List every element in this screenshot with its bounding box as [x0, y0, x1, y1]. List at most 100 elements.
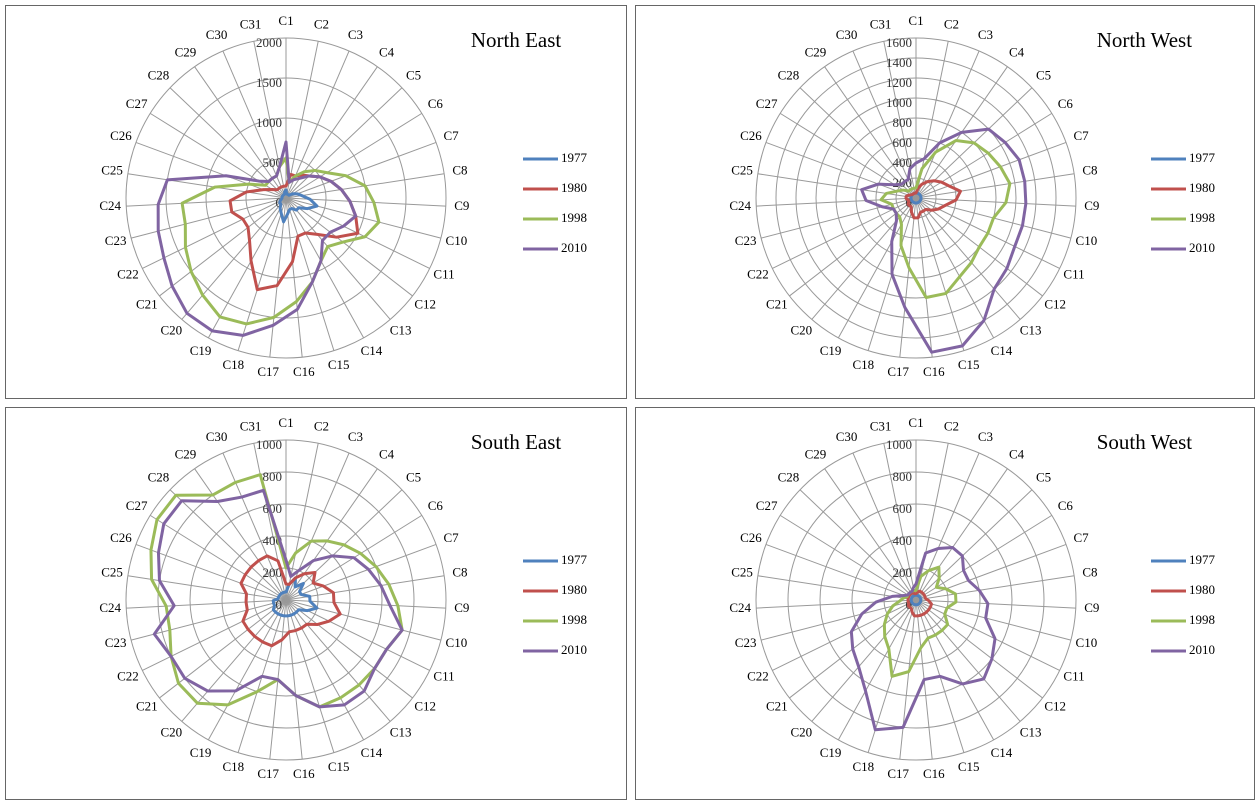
- spoke: [765, 141, 917, 199]
- spoke: [915, 599, 995, 741]
- spoke: [285, 599, 391, 722]
- category-label: C29: [805, 447, 827, 462]
- category-label: C24: [729, 198, 751, 213]
- spoke: [899, 197, 917, 358]
- spoke: [760, 599, 917, 641]
- category-label: C15: [328, 357, 350, 372]
- category-label: C21: [766, 297, 788, 312]
- category-label: C25: [101, 564, 123, 579]
- spoke: [135, 543, 287, 601]
- spoke: [285, 197, 446, 207]
- legend-label: 2010: [1189, 240, 1215, 255]
- spoke: [207, 599, 287, 741]
- category-label: C31: [240, 419, 262, 434]
- chart-title: North West: [1097, 28, 1192, 52]
- category-label: C10: [446, 635, 468, 650]
- category-label: C25: [731, 564, 753, 579]
- category-label: C6: [428, 96, 444, 111]
- category-label: C24: [99, 600, 121, 615]
- category-label: C3: [348, 429, 363, 444]
- spoke: [269, 197, 287, 358]
- spoke: [285, 599, 335, 753]
- category-label: C13: [390, 725, 412, 740]
- y-tick-label: 1500: [256, 75, 282, 90]
- category-label: C23: [735, 635, 757, 650]
- category-label: C21: [136, 297, 158, 312]
- y-tick-label: 800: [893, 469, 913, 484]
- category-label: C1: [278, 415, 293, 430]
- spoke: [915, 489, 1033, 601]
- y-tick-label: 200: [263, 565, 283, 580]
- spoke: [285, 87, 403, 199]
- category-label: C20: [791, 725, 813, 740]
- legend-label: 1980: [561, 582, 587, 597]
- category-label: C15: [958, 759, 980, 774]
- category-label: C1: [908, 13, 923, 28]
- category-label: C2: [314, 17, 329, 32]
- y-tick-label: 1400: [886, 55, 912, 70]
- spoke: [285, 197, 442, 239]
- series-line: [156, 140, 358, 337]
- category-label: C14: [361, 343, 383, 358]
- spoke: [915, 50, 980, 199]
- category-label: C11: [1063, 266, 1084, 281]
- legend-label: 2010: [561, 642, 587, 657]
- spoke: [285, 599, 303, 760]
- category-label: C22: [747, 668, 769, 683]
- spoke: [915, 197, 933, 358]
- category-label: C5: [406, 68, 421, 83]
- spoke: [837, 599, 917, 741]
- category-label: C30: [836, 429, 858, 444]
- category-label: C3: [348, 27, 363, 42]
- spoke: [883, 443, 917, 601]
- category-label: C22: [117, 266, 139, 281]
- category-label: C7: [443, 128, 459, 143]
- category-label: C2: [944, 419, 959, 434]
- y-tick-label: 400: [893, 155, 913, 170]
- chart-panel: C1 C2 C3 C4 C5 C6 C7 C8 C9 C10 C11 C12 C13 C14 C15 C16 C…: [635, 407, 1255, 800]
- spoke: [915, 575, 1075, 601]
- spoke: [811, 599, 917, 722]
- category-label: C23: [105, 635, 127, 650]
- series-line: [882, 565, 958, 678]
- legend-label: 1980: [1189, 582, 1215, 597]
- category-label: C16: [923, 766, 945, 781]
- spoke: [915, 197, 1076, 207]
- category-label: C12: [414, 699, 436, 714]
- legend-label: 1998: [1189, 210, 1215, 225]
- series-line: [239, 554, 342, 648]
- legend-label: 1977: [561, 552, 588, 567]
- series-line: [909, 593, 923, 607]
- spoke: [222, 50, 287, 199]
- spoke: [765, 543, 917, 601]
- spoke: [915, 197, 995, 339]
- spoke: [159, 599, 287, 699]
- category-label: C16: [293, 766, 315, 781]
- category-label: C19: [820, 745, 842, 760]
- category-label: C25: [101, 162, 123, 177]
- category-label: C13: [1020, 323, 1042, 338]
- category-label: C26: [740, 530, 762, 545]
- spoke: [915, 514, 1053, 601]
- category-label: C11: [1063, 668, 1084, 683]
- spoke: [285, 452, 350, 601]
- spoke: [142, 599, 287, 671]
- category-label: C23: [735, 233, 757, 248]
- category-label: C5: [1036, 470, 1051, 485]
- category-label: C22: [747, 266, 769, 281]
- category-label: C5: [1036, 68, 1051, 83]
- legend-label: 1998: [1189, 612, 1215, 627]
- spoke: [779, 514, 917, 601]
- spoke: [285, 599, 442, 641]
- chart-panel: C1 C2 C3 C4 C5 C6 C7 C8 C9 C10 C11 C12 C13 C14 C15 C16 C…: [5, 407, 627, 800]
- spoke: [149, 514, 287, 601]
- category-label: C10: [1076, 233, 1098, 248]
- spoke: [159, 197, 287, 297]
- category-label: C18: [852, 759, 874, 774]
- category-label: C28: [778, 68, 800, 83]
- legend-label: 1977: [561, 150, 588, 165]
- spoke: [915, 197, 965, 351]
- category-label: C20: [161, 725, 183, 740]
